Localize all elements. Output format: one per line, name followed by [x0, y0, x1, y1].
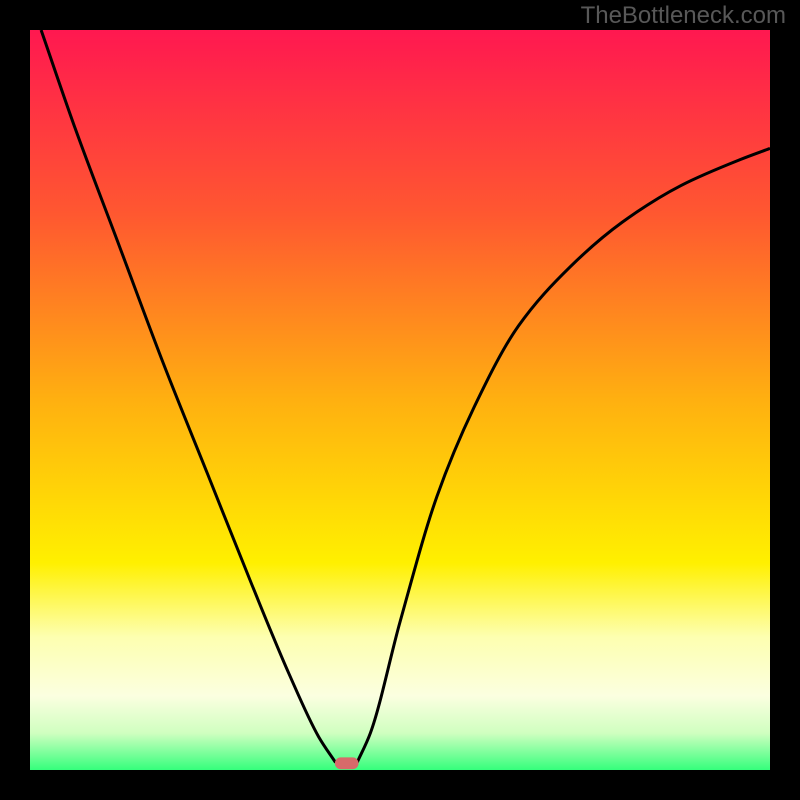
optimum-marker [335, 757, 359, 769]
right-branch-line [357, 148, 770, 762]
curve-svg [30, 30, 770, 770]
chart-frame: TheBottleneck.com [0, 0, 800, 800]
left-branch-line [41, 30, 336, 763]
plot-area [30, 30, 770, 770]
watermark-text: TheBottleneck.com [581, 2, 786, 30]
